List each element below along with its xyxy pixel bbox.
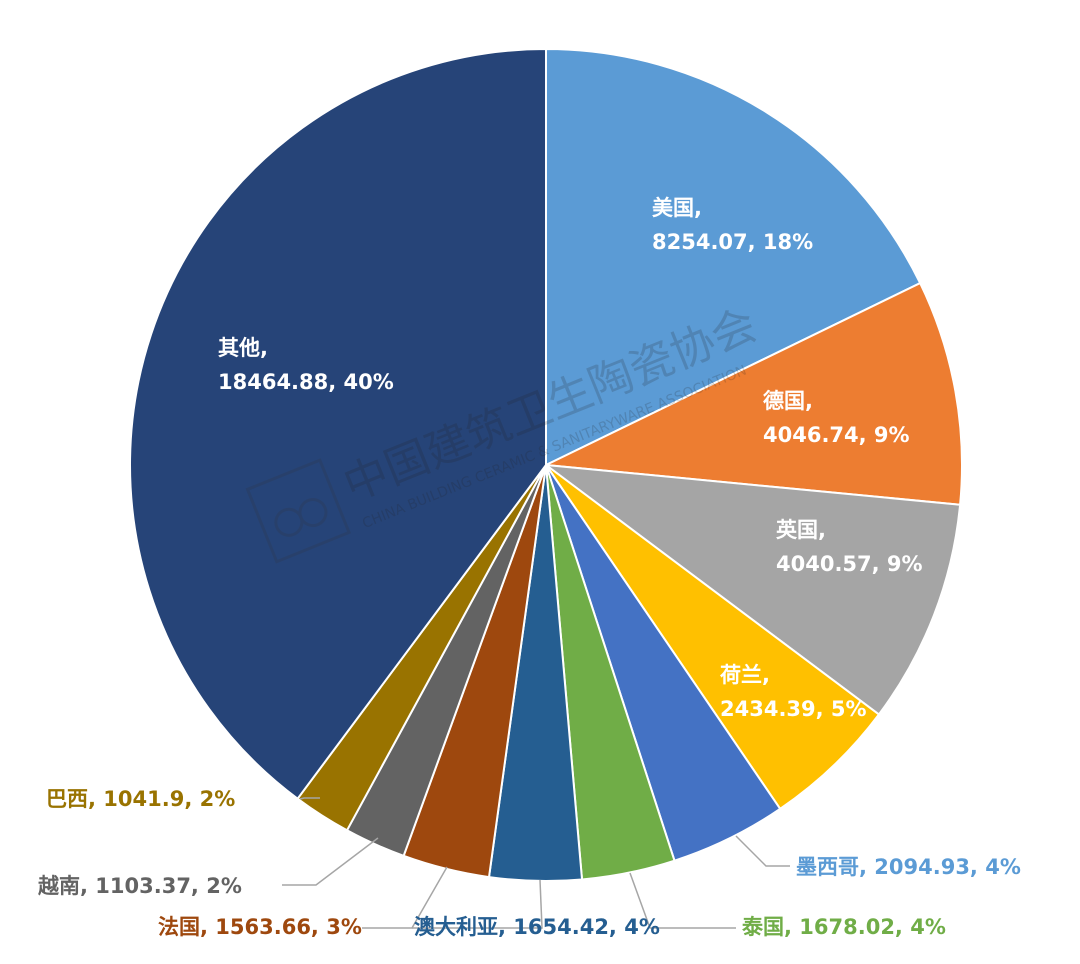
- leader-lines: [282, 797, 790, 929]
- slice-label-2: 英国, 4040.57, 9%: [776, 518, 923, 576]
- slice-label-7: 法国, 1563.66, 3%: [158, 915, 362, 939]
- leader-line-5: [629, 872, 736, 929]
- watermark-logo-ring-right: [298, 498, 328, 528]
- slice-label-8: 越南, 1103.37, 2%: [37, 874, 242, 898]
- pie-slice-1: [542, 281, 963, 506]
- slice-labels: 美国, 8254.07, 18% 德国, 4046.74, 9% 英国, 4040.57,…: [37, 196, 1021, 939]
- slice-label-10: 其他, 18464.88, 40%: [218, 336, 394, 394]
- slice-label-0: 美国, 8254.07, 18%: [652, 196, 813, 254]
- leader-line-8: [282, 837, 379, 886]
- leader-line-9: [299, 797, 320, 800]
- slice-label-4: 墨西哥, 2094.93, 4%: [796, 855, 1021, 879]
- pie-slice-2: [542, 463, 962, 716]
- slice-label-1: 德国, 4046.74, 9%: [763, 389, 910, 447]
- leader-line-6: [412, 879, 543, 929]
- watermark-logo-ring-left: [274, 507, 304, 537]
- leader-line-4: [735, 835, 790, 867]
- watermark-logo-frame: [245, 458, 352, 564]
- slice-label-5: 泰国, 1678.02, 4%: [741, 915, 946, 939]
- pie-slice-0: [545, 47, 922, 467]
- pie-slice-3: [545, 464, 881, 811]
- slice-label-6: 澳大利亚, 1654.42, 4%: [414, 915, 660, 939]
- leader-line-7: [362, 866, 448, 929]
- slice-label-3: 荷兰, 2434.39, 5%: [720, 663, 867, 721]
- slice-label-9: 巴西, 1041.9, 2%: [46, 787, 235, 811]
- pie-slices: [129, 47, 963, 882]
- pie-slice-10: [129, 47, 547, 801]
